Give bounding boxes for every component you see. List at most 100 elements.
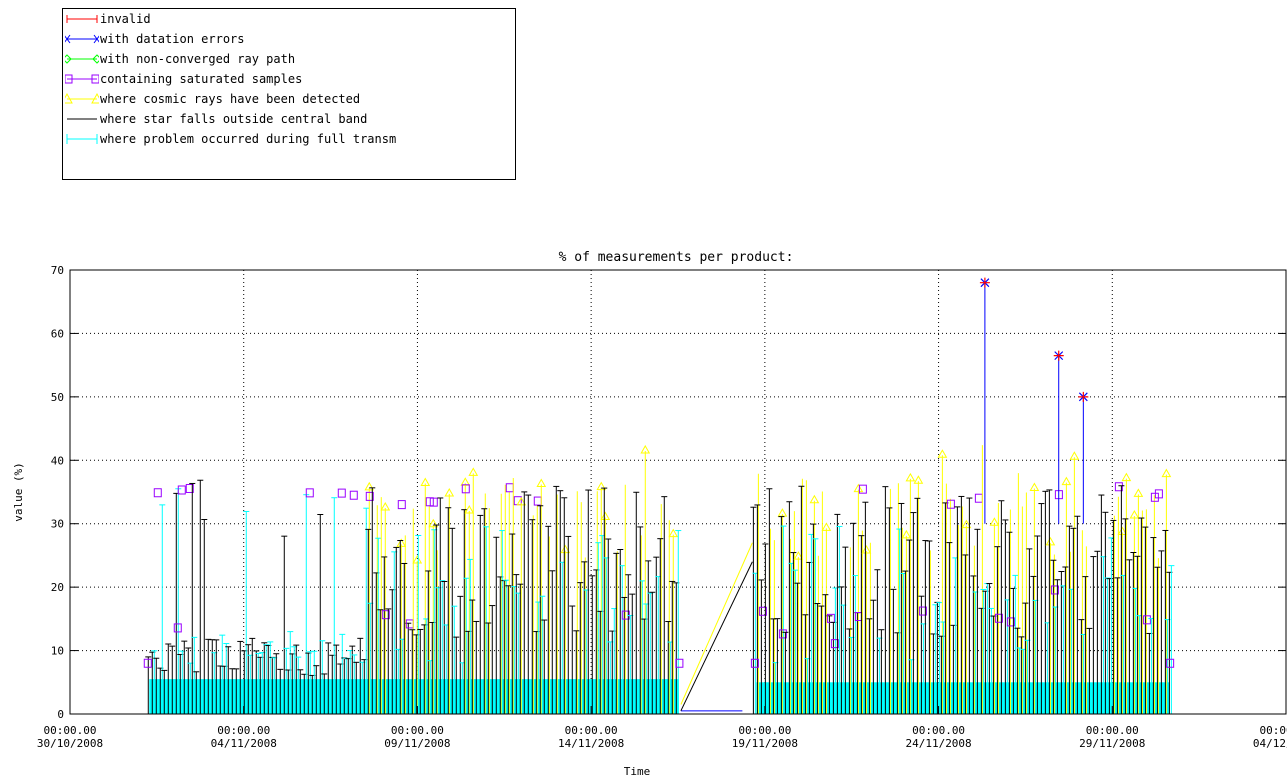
saturated-marker [337, 488, 346, 498]
x-tick-label-date: 29/11/2008 [1079, 737, 1145, 750]
saturated-marker [533, 496, 542, 506]
x-tick-label-time: 00:00.00 [565, 724, 618, 737]
saturated-marker [177, 485, 186, 495]
legend-diamond-marker-icon [65, 54, 99, 64]
cosmic-ray-marker [1029, 482, 1040, 491]
gap-diagonal-black [680, 561, 753, 712]
saturated-marker [778, 629, 787, 639]
saturated-edge-marker [675, 658, 684, 668]
legend-line-marker-icon [67, 118, 97, 120]
legend-item-datation-errors[interactable]: with datation errors [65, 29, 245, 49]
saturated-marker [381, 610, 390, 620]
y-tick-label: 30 [51, 518, 64, 531]
legend-plus-marker-icon [66, 15, 98, 23]
cosmic-ray-marker [937, 449, 948, 458]
saturated-marker [946, 499, 955, 509]
gap-diagonal-yellow [680, 542, 753, 705]
saturated-marker [1114, 482, 1123, 492]
saturated-marker [305, 488, 314, 498]
x-tick-label-time: 00:00.00 [738, 724, 791, 737]
cosmic-ray-marker [420, 477, 431, 486]
cosmic-ray-marker [793, 551, 804, 560]
y-tick-label: 70 [51, 264, 64, 277]
cosmic-ray-marker [428, 518, 439, 528]
legend-bar-marker-icon [66, 134, 98, 144]
x-tick-label-date: 19/11/2008 [732, 737, 798, 750]
legend-label: with datation errors [100, 32, 245, 46]
cosmic-ray-marker [1129, 509, 1140, 519]
y-tick-label: 60 [51, 327, 64, 340]
cosmic-ray-marker [468, 467, 479, 476]
saturated-marker [994, 613, 1003, 623]
x-tick-label-date: 04/11/2008 [211, 737, 277, 750]
x-tick-label-date: 04/12/2008 [1253, 737, 1287, 750]
cosmic-ray-marker [380, 501, 391, 511]
cosmic-ray-marker [464, 505, 475, 514]
cosmic-ray-marker [1161, 468, 1172, 478]
cosmic-ray-marker [1069, 451, 1080, 460]
legend-item-star-outside-band[interactable]: where star falls outside central band [65, 109, 367, 129]
saturated-marker [974, 493, 983, 503]
y-axis-label: value (%) [12, 462, 25, 522]
x-tick-label-time: 00:00.00 [912, 724, 965, 737]
saturated-marker [1142, 615, 1151, 625]
x-tick-label-date: 30/10/2008 [37, 737, 103, 750]
x-tick-label-time: 00:00.00 [1086, 724, 1139, 737]
saturated-marker [365, 491, 374, 501]
saturated-marker [461, 484, 470, 494]
cosmic-ray-marker [640, 444, 651, 454]
saturated-marker [429, 497, 438, 507]
saturated-marker [858, 484, 867, 494]
saturated-edge-marker [143, 658, 152, 668]
legend-label: where cosmic rays have been detected [100, 92, 361, 106]
saturated-marker [1006, 617, 1015, 627]
legend-item-non-converged[interactable]: with non-converged ray path [65, 49, 295, 69]
cosmic-ray-marker [412, 554, 423, 564]
legend-item-invalid[interactable]: invalid [65, 9, 151, 29]
y-tick-label: 40 [51, 454, 64, 467]
cosmic-ray-marker [444, 487, 455, 497]
saturated-marker [918, 606, 927, 616]
cosmic-ray-marker [861, 545, 872, 554]
cosmic-ray-marker [777, 508, 788, 517]
x-tick-label-time: 00:00.00 [217, 724, 270, 737]
cosmic-ray-marker [1061, 476, 1072, 486]
invalid-marker [979, 277, 990, 288]
invalid-marker [1053, 350, 1064, 361]
cosmic-ray-marker [396, 538, 407, 547]
cosmic-ray-marker [961, 519, 972, 529]
legend-item-saturated[interactable]: containing saturated samples [65, 69, 302, 89]
saturated-marker [185, 483, 194, 493]
x-tick-label-time: 00:00.00 [391, 724, 444, 737]
cosmic-ray-marker [1117, 526, 1128, 536]
cosmic-ray-marker [364, 481, 375, 491]
saturated-marker [1154, 489, 1163, 499]
saturated-marker [505, 483, 514, 493]
saturated-marker [349, 490, 358, 500]
cosmic-ray-marker [1045, 536, 1056, 546]
cosmic-ray-marker [1133, 488, 1144, 497]
cosmic-ray-marker [516, 496, 527, 506]
saturated-marker [397, 500, 406, 510]
legend-square-marker-icon [65, 74, 99, 84]
legend-item-full-transm[interactable]: where problem occurred during full trans… [65, 129, 396, 149]
cosmic-ray-marker [668, 528, 679, 538]
x-tick-label-time: 00:00.00 [44, 724, 97, 737]
legend: invalid with datation errors with non-co… [62, 8, 516, 180]
saturated-marker [830, 639, 839, 649]
legend-triangle-marker-icon [65, 92, 99, 104]
plot-area-frame [69, 269, 1287, 715]
cosmic-ray-marker [560, 544, 571, 554]
saturated-marker [1050, 585, 1059, 595]
saturated-marker [758, 606, 767, 616]
cosmic-ray-marker [821, 522, 832, 531]
cosmic-ray-marker [1121, 472, 1132, 482]
saturated-marker [405, 619, 414, 629]
x-tick-label-date: 09/11/2008 [384, 737, 450, 750]
cosmic-ray-marker [905, 472, 916, 482]
plot-data [143, 277, 1175, 714]
legend-item-cosmic-rays[interactable]: where cosmic rays have been detected [65, 89, 360, 109]
saturated-edge-marker [750, 658, 759, 668]
x-axis-label: Time [624, 765, 651, 778]
y-tick-label: 50 [51, 391, 64, 404]
